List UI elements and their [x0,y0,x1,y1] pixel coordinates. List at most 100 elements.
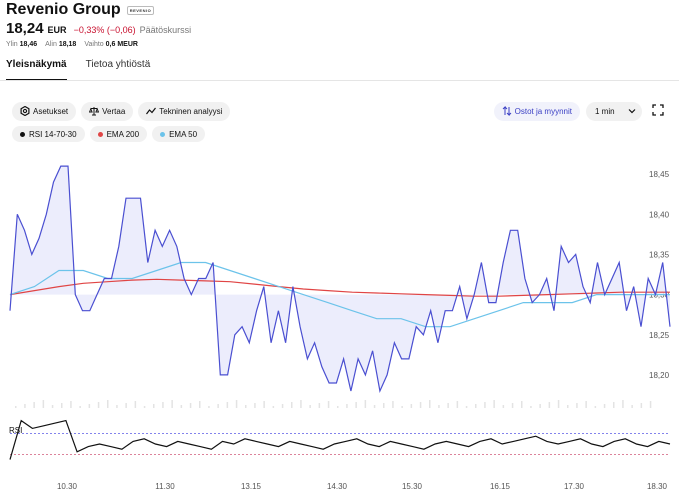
volume-bar [15,406,17,408]
y-tick-label: 18,35 [649,250,670,259]
volume-bar [484,402,486,408]
volume-bar [116,405,118,408]
legend-ema50-label: EMA 50 [169,129,198,139]
volume-bar [392,401,394,408]
volume-bar [429,400,431,408]
volume-bar [447,403,449,408]
y-tick-label: 18,45 [649,170,670,179]
volume-bar [318,403,321,408]
stat-turnover: Vaihto 0,6 MEUR [84,40,138,48]
volume-bar [631,405,633,408]
volume-bar [245,405,247,408]
ema200-line [9,278,670,297]
volume-bar [419,402,422,408]
compare-label: Vertaa [102,107,126,116]
volume-bar [475,404,477,408]
tab-bar: Yleisnäkymä Tietoa yhtiöstä [6,59,150,81]
settings-button[interactable]: Asetukset [12,102,77,121]
volume-bar [180,405,183,408]
volume-bar [383,403,385,408]
volume-bar [364,400,367,408]
price-currency: EUR [47,25,67,35]
settings-label: Asetukset [33,107,69,116]
day-stats: Ylin 18,46 Alin 18,18 Vaihto 0,6 MEUR [6,38,676,50]
volume-bar [42,400,45,408]
rsi-label: RSI [9,426,22,435]
volume-bar [189,403,192,408]
y-tick-label: 18,20 [649,371,670,380]
stock-header: Revenio Group REVENIO 18,24 EUR −0,33% (… [6,0,676,50]
volume-bar [107,400,109,408]
x-tick-label: 11.30 [155,482,175,491]
volume-bar [33,402,35,408]
price-change: −0,33% (−0,06) [73,25,136,35]
volume-bar [585,401,587,408]
volume-bar [143,406,146,408]
volume-bar [162,402,164,408]
tab-company-info[interactable]: Tietoa yhtiöstä [85,59,151,70]
legend-ema50[interactable]: EMA 50 [152,126,206,142]
x-tick-label: 10.30 [57,482,78,491]
volume-bar [309,405,311,408]
x-tick-label: 13.15 [241,482,262,491]
last-price: 18,24 [6,20,44,37]
legend-dot-ema200 [97,131,103,137]
interval-select[interactable]: 1 min [586,102,642,121]
volume-bar [125,403,127,408]
volume-bar [79,406,81,408]
indicator-legend: RSI 14-70-30 EMA 200 EMA 50 [12,126,206,142]
volume-bar [281,404,284,408]
tab-divider [0,80,679,81]
volume-bar [373,405,376,408]
volume-bar [263,401,265,408]
volume-bar [134,401,137,408]
volume-bar [521,401,523,408]
volume-bar [355,402,357,408]
tab-overview[interactable]: Yleisnäkymä [6,59,67,81]
price-line [9,165,671,394]
volume-bar [327,401,330,408]
volume-bar [88,404,91,408]
volume-bar [502,405,505,408]
interval-value: 1 min [595,107,615,116]
rsi-line [9,419,671,460]
volume-bar [346,404,348,408]
volume-bar [97,402,100,408]
volume-bar [603,404,606,408]
volume-bar [300,400,302,408]
volume-bar [226,402,229,408]
volume-bar [594,406,597,408]
technical-analysis-label: Tekninen analyysi [159,107,223,116]
volume-bar [567,405,569,408]
volume-bar [24,404,26,408]
company-logo: REVENIO [126,5,155,15]
volume-bar [640,403,643,408]
expand-icon [651,103,664,121]
volume-bar [465,406,468,408]
volume-bar [493,400,495,408]
trades-label: Ostot ja myynnit [514,107,572,116]
x-tick-label: 14.30 [327,482,348,491]
company-name: Revenio Group [6,1,121,18]
volume-bar [208,406,210,408]
volume-bar [337,406,339,408]
compare-button[interactable]: Vertaa [81,102,134,121]
volume-bar [530,406,532,408]
volume-bar [153,404,155,408]
legend-ema200[interactable]: EMA 200 [89,126,148,142]
volume-bar [217,404,219,408]
x-tick-label: 17.30 [564,482,585,491]
volume-bar [199,401,201,408]
technical-analysis-button[interactable]: Tekninen analyysi [138,102,231,121]
volume-bar [539,404,541,408]
x-tick-label: 15.30 [402,482,423,491]
fullscreen-button[interactable] [648,102,667,121]
chart-toolbar-right: Ostot ja myynnit 1 min [493,102,667,121]
legend-rsi[interactable]: RSI 14-70-30 [12,126,85,142]
volume-bar [410,404,413,408]
volume-bar [649,401,652,408]
y-tick-label: 18,40 [649,210,670,219]
volume-bar [171,400,173,408]
trades-button[interactable]: Ostot ja myynnit [493,102,580,121]
